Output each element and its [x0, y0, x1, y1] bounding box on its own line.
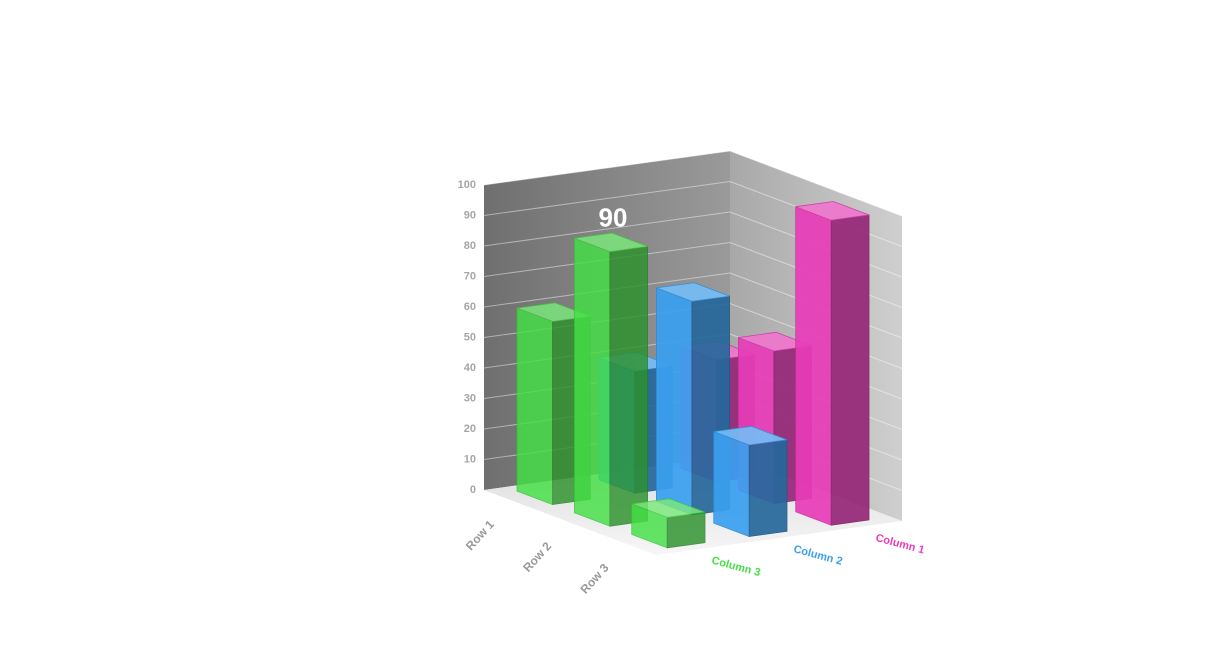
- y-tick-label: 60: [464, 301, 476, 313]
- y-tick-label: 80: [464, 240, 476, 252]
- highlight-value-label: 90: [599, 202, 628, 232]
- y-tick-label: 70: [464, 271, 476, 283]
- bar-side-face: [749, 440, 787, 537]
- bar-side-face: [831, 215, 869, 525]
- y-tick-label: 90: [464, 210, 476, 222]
- row-label: Row 2: [520, 539, 554, 575]
- column-label: Column 3: [710, 555, 762, 580]
- row-label: Row 3: [577, 561, 611, 597]
- bar-column-1-row-3: [796, 202, 869, 526]
- bar-front-face: [796, 207, 832, 526]
- row-label: Row 1: [463, 517, 497, 553]
- column-label: Column 2: [792, 543, 844, 568]
- y-tick-label: 20: [464, 423, 476, 435]
- bar-side-face: [667, 512, 705, 548]
- y-tick-label: 10: [464, 454, 476, 466]
- bar-front-face: [517, 308, 553, 504]
- y-tick-label: 50: [464, 332, 476, 344]
- bar-side-face: [610, 246, 648, 526]
- bar-column-2-row-3: [714, 426, 787, 536]
- highlight-layer: 90: [599, 202, 628, 232]
- bar-front-face: [714, 432, 750, 537]
- bar-front-face: [656, 288, 692, 515]
- y-tick-label: 30: [464, 393, 476, 405]
- bar-column-3-row-2: [574, 233, 647, 526]
- y-tick-label: 40: [464, 362, 476, 374]
- y-tick-label: 100: [458, 179, 476, 191]
- column-label: Column 1: [874, 532, 926, 557]
- y-axis-ticks: 0 10 20 30 40 50 60 70 80 90 100: [458, 179, 476, 496]
- bar-front-face: [574, 238, 610, 526]
- y-tick-label: 0: [470, 484, 476, 496]
